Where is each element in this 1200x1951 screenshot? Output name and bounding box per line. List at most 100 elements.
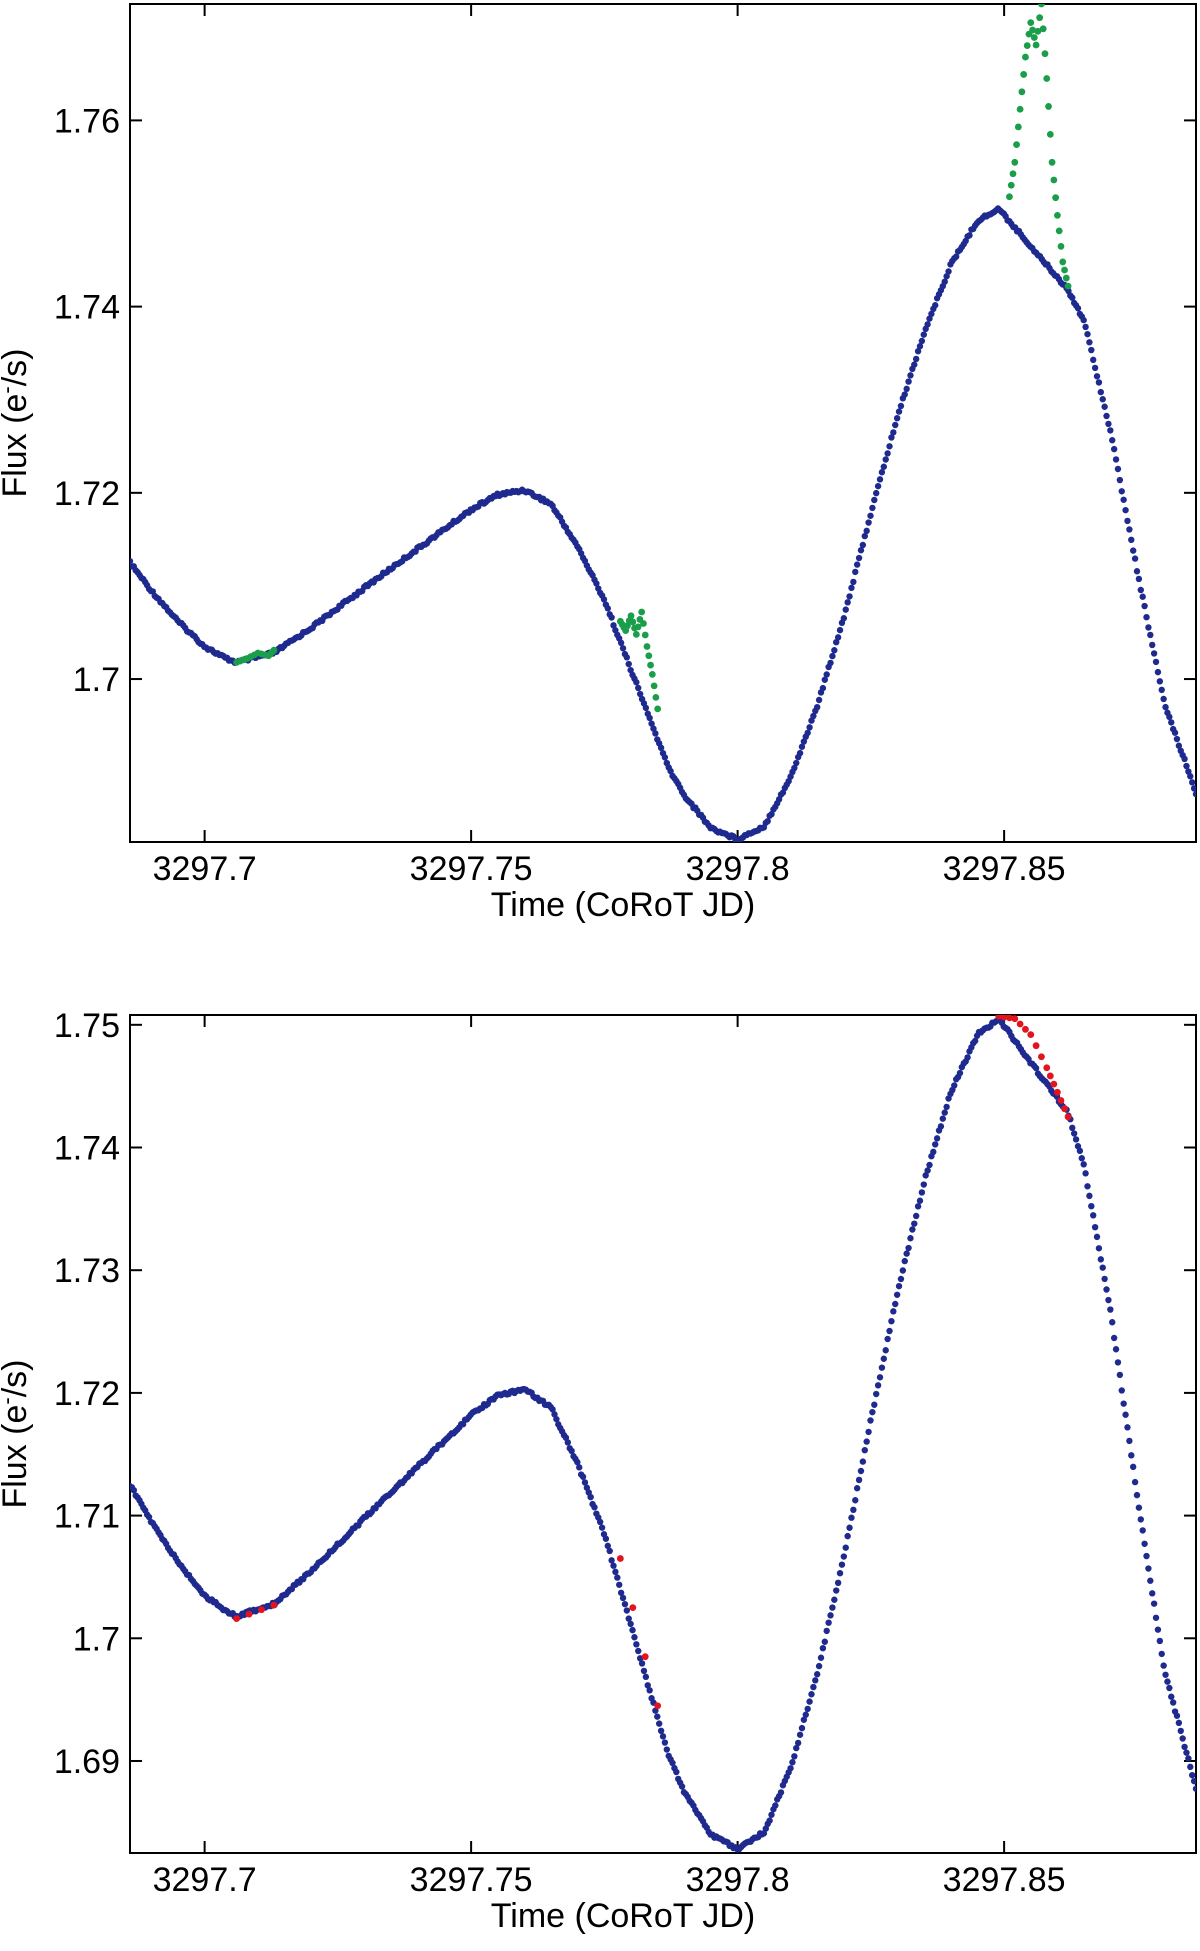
- data-point: [800, 1716, 808, 1723]
- data-point: [568, 1447, 575, 1455]
- data-point: [857, 547, 865, 554]
- data-point: [1181, 755, 1188, 763]
- data-point: [831, 1596, 838, 1603]
- data-point: [1133, 1491, 1141, 1499]
- data-point: [576, 1464, 583, 1471]
- data-point: [912, 1212, 920, 1220]
- data-point: [861, 532, 868, 540]
- data-point: [614, 1574, 621, 1581]
- data-point: [850, 578, 857, 586]
- data-point: [654, 1713, 661, 1720]
- data-point: [1173, 1712, 1181, 1719]
- data-point: [905, 1244, 912, 1252]
- data-point: [610, 622, 617, 629]
- data-point: [918, 1189, 926, 1196]
- data-point: [1192, 790, 1196, 798]
- data-point: [1188, 1771, 1196, 1779]
- data-point: [834, 1579, 842, 1587]
- data-point: [852, 568, 859, 576]
- data-point: [616, 1581, 623, 1588]
- data-point: [813, 703, 821, 711]
- data-point: [768, 811, 775, 818]
- data-point: [865, 519, 872, 526]
- data-point: [971, 1037, 979, 1045]
- data-point: [602, 1535, 610, 1542]
- bottom-panel: 3297.7 3297.75 3297.8 3297.85 1.69 1.7 1.71 1.7…: [0, 1007, 1197, 1935]
- data-point: [1105, 1296, 1112, 1304]
- data-point: [1120, 1400, 1127, 1407]
- data-point: [640, 1667, 648, 1675]
- data-point: [1137, 1516, 1145, 1523]
- data-point: [789, 1759, 796, 1766]
- data-point: [1152, 1614, 1160, 1621]
- plot-frame: [129, 3, 1197, 843]
- data-point: [1032, 1064, 1040, 1072]
- data-point: [793, 759, 800, 767]
- data-point: [821, 1638, 828, 1645]
- data-point: [1173, 735, 1181, 743]
- data-point: [869, 504, 876, 512]
- data-point: [861, 1447, 868, 1454]
- data-point: [855, 1476, 863, 1484]
- data-point: [631, 1634, 638, 1641]
- data-point: [867, 512, 874, 519]
- highlight-point: [1064, 1113, 1072, 1121]
- data-point: [1110, 445, 1118, 453]
- data-point: [846, 1524, 853, 1531]
- data-point: [804, 729, 811, 737]
- highlight-point: [1043, 75, 1051, 82]
- highlight-point: [1032, 41, 1040, 49]
- data-point: [892, 421, 899, 429]
- data-point: [650, 725, 657, 732]
- highlight-point: [1009, 170, 1017, 178]
- data-point: [842, 1544, 849, 1551]
- data-point: [627, 666, 634, 674]
- data-point: [882, 1347, 889, 1354]
- data-point: [608, 614, 615, 621]
- data-point: [903, 385, 910, 393]
- data-point: [859, 1458, 867, 1465]
- data-point: [932, 302, 939, 309]
- highlight-point: [640, 620, 647, 627]
- data-point: [831, 647, 838, 654]
- data-point: [827, 1612, 834, 1619]
- data-point: [617, 639, 625, 647]
- data-point: [800, 738, 808, 745]
- data-point: [1070, 1130, 1078, 1137]
- data-point: [600, 596, 608, 603]
- y-tick-label: 1.7: [73, 1620, 120, 1658]
- y-tick-label: 1.72: [54, 475, 120, 513]
- data-point: [812, 1677, 819, 1684]
- data-point: [806, 1698, 813, 1705]
- highlight-point: [1050, 1080, 1058, 1088]
- data-point: [943, 1103, 950, 1111]
- data-point: [880, 463, 888, 470]
- data-point: [1154, 668, 1162, 676]
- data-point: [914, 348, 922, 355]
- data-point: [1109, 1319, 1116, 1326]
- data-point: [813, 1671, 821, 1678]
- highlight-point: [1011, 158, 1019, 166]
- highlight-point: [1054, 1088, 1061, 1096]
- data-point: [867, 1417, 874, 1424]
- data-point: [798, 1724, 806, 1732]
- data-point: [897, 402, 905, 410]
- highlight-point: [1022, 1025, 1029, 1033]
- x-tick-label: 3297.7: [153, 1861, 257, 1899]
- data-point: [880, 1355, 888, 1362]
- data-point: [952, 253, 960, 260]
- highlight-point: [1059, 258, 1067, 266]
- data-point: [642, 1673, 650, 1681]
- data-point: [912, 355, 920, 363]
- highlight-point: [1034, 27, 1042, 35]
- y-tick-label: 1.75: [54, 1007, 120, 1045]
- data-point: [659, 1733, 667, 1740]
- highlight-point: [1007, 181, 1015, 189]
- data-point: [1162, 1671, 1169, 1678]
- data-point: [1162, 703, 1169, 711]
- highlight-point: [1018, 88, 1026, 96]
- data-point: [1120, 496, 1127, 503]
- highlight-point: [650, 682, 658, 690]
- data-point: [1099, 1264, 1106, 1271]
- data-point: [905, 378, 912, 385]
